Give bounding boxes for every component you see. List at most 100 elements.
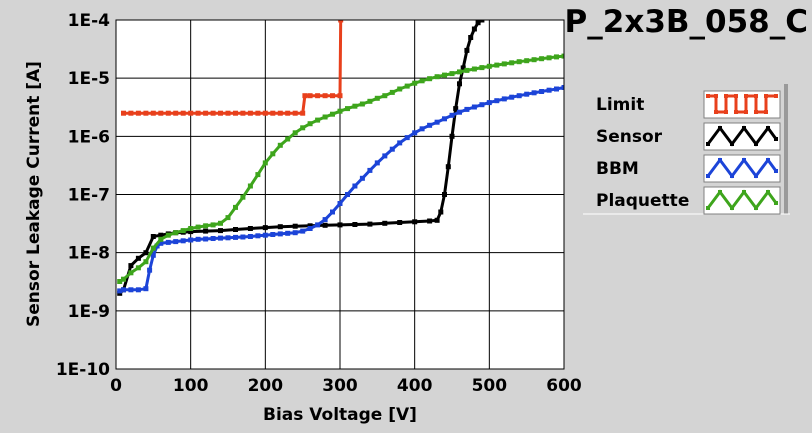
legend-label: BBM xyxy=(596,159,639,179)
data-point xyxy=(255,233,261,239)
data-point xyxy=(382,153,388,159)
data-point xyxy=(158,110,164,116)
series-line xyxy=(118,20,483,295)
data-point xyxy=(180,228,186,234)
data-point xyxy=(524,91,530,97)
data-point xyxy=(546,87,552,93)
data-point xyxy=(173,239,179,245)
data-point xyxy=(173,110,179,116)
data-point xyxy=(188,237,194,243)
data-point xyxy=(247,226,253,231)
data-point xyxy=(442,72,447,78)
data-point xyxy=(404,135,410,141)
legend-swatch-point xyxy=(766,126,770,130)
data-point xyxy=(147,267,153,273)
data-point xyxy=(135,110,141,116)
data-point xyxy=(225,235,231,241)
data-point xyxy=(292,230,298,236)
legend-swatch-point xyxy=(706,174,710,178)
data-point xyxy=(300,110,306,116)
data-point xyxy=(277,142,283,148)
data-point xyxy=(262,110,268,116)
data-point xyxy=(468,35,474,40)
data-point xyxy=(270,151,276,157)
data-point xyxy=(165,239,171,245)
x-tick-label: 500 xyxy=(472,376,508,396)
data-point xyxy=(150,110,156,116)
data-point xyxy=(509,94,515,100)
data-point xyxy=(158,236,164,242)
data-point xyxy=(150,245,156,251)
data-point xyxy=(501,96,507,102)
data-point xyxy=(345,192,350,197)
data-point xyxy=(285,110,291,116)
legend-swatch-point xyxy=(718,158,722,162)
data-point xyxy=(404,83,410,89)
data-point xyxy=(307,93,313,99)
data-point xyxy=(479,20,485,23)
y-tick-label: 1E-5 xyxy=(68,69,110,89)
legend-swatch-point xyxy=(744,110,748,114)
y-axis-title: Sensor Leakage Current [A] xyxy=(24,61,44,327)
data-point xyxy=(509,60,515,66)
data-point xyxy=(412,80,418,86)
data-point xyxy=(135,255,141,261)
data-point xyxy=(397,140,403,146)
data-point xyxy=(135,287,141,293)
data-point xyxy=(382,220,388,226)
legend-swatch-point xyxy=(754,142,758,146)
data-point xyxy=(150,234,156,239)
data-point xyxy=(255,172,261,178)
legend-item-sensor: Sensor xyxy=(596,122,781,151)
data-point xyxy=(561,85,564,90)
series-bbm xyxy=(117,85,564,294)
data-point xyxy=(322,217,328,223)
data-point xyxy=(300,125,306,131)
data-point xyxy=(338,20,344,23)
data-point xyxy=(539,56,545,62)
data-point xyxy=(233,234,238,240)
data-point xyxy=(218,220,223,226)
legend-swatch-point xyxy=(764,94,768,98)
x-tick-label: 600 xyxy=(546,376,582,396)
legend-swatch-point xyxy=(754,94,758,98)
data-point xyxy=(352,103,358,109)
data-point xyxy=(143,250,149,256)
data-point xyxy=(367,167,373,173)
data-point xyxy=(322,93,328,99)
data-point xyxy=(292,223,298,229)
data-point xyxy=(554,54,559,60)
data-point xyxy=(464,47,470,53)
data-point xyxy=(561,53,564,59)
data-point xyxy=(277,110,283,116)
data-point xyxy=(165,232,171,238)
data-point xyxy=(539,89,545,94)
plot-border xyxy=(115,19,565,370)
data-point xyxy=(330,209,335,215)
legend-label: Plaquette xyxy=(596,191,689,211)
data-point xyxy=(240,194,246,200)
data-point xyxy=(195,224,201,230)
legend-swatch-point xyxy=(742,158,746,162)
data-point xyxy=(173,230,179,236)
legend-item-plaquette: Plaquette xyxy=(596,186,781,215)
data-point xyxy=(188,110,194,116)
data-point xyxy=(247,110,253,116)
data-point xyxy=(307,121,313,127)
legend-swatch-point xyxy=(766,158,770,162)
y-axis: 1E-10 1E-9 1E-8 1E-7 1E-6 1E-5 1E-4 xyxy=(56,11,110,380)
legend-swatch-point xyxy=(742,190,746,194)
legend-swatch-point xyxy=(730,142,734,146)
data-point xyxy=(486,63,492,69)
data-point xyxy=(554,86,559,92)
data-point xyxy=(240,234,246,240)
data-point xyxy=(203,236,209,242)
data-point xyxy=(322,222,328,228)
data-point xyxy=(374,160,380,166)
data-point xyxy=(442,116,447,122)
x-tick-label: 0 xyxy=(110,376,122,396)
data-point xyxy=(389,89,395,95)
data-point xyxy=(337,93,343,99)
legend-label: Sensor xyxy=(596,127,663,147)
data-point xyxy=(352,183,358,189)
